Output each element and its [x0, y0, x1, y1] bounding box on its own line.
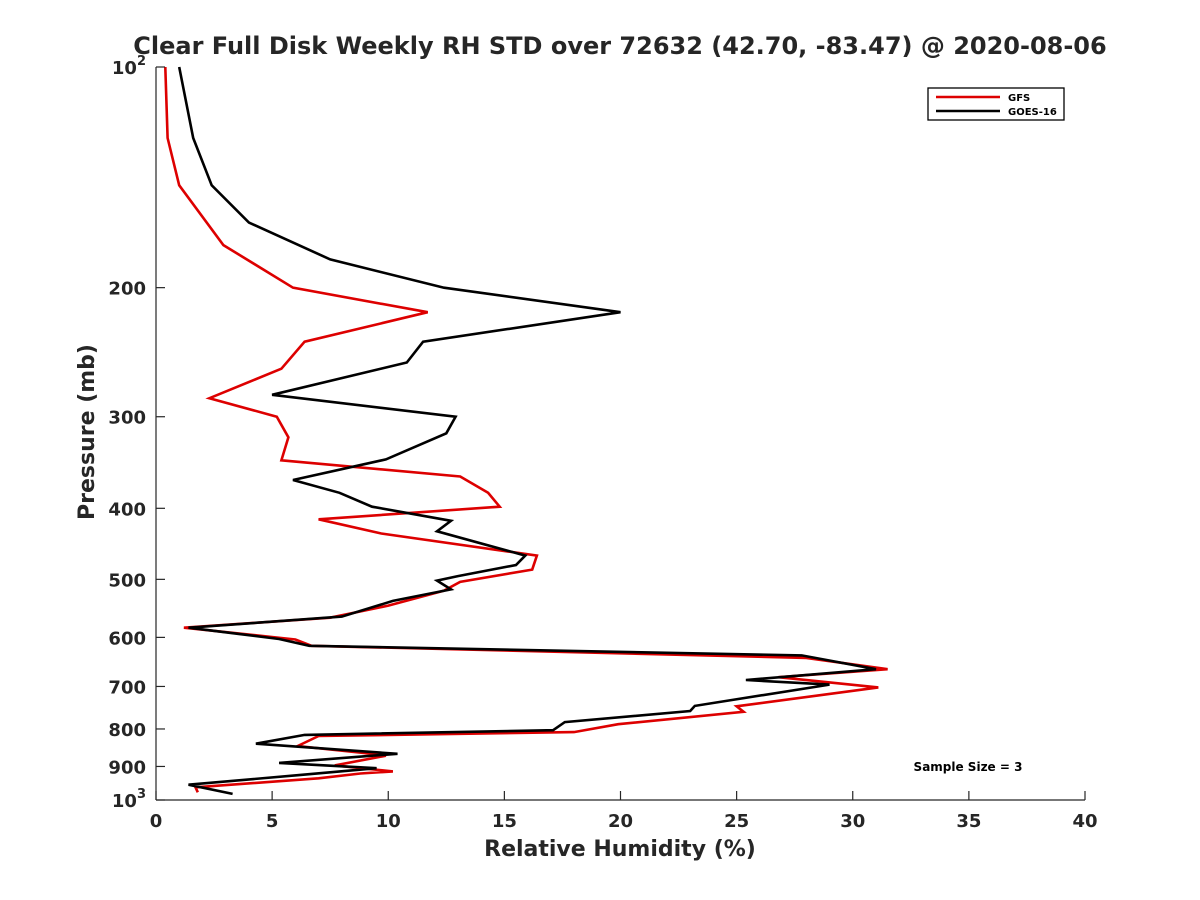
legend: GFS GOES-16	[927, 87, 1065, 121]
x-tick-label: 35	[956, 811, 981, 832]
x-tick-label: 0	[150, 811, 163, 832]
series-line-goes-16	[177, 66, 877, 796]
y-axis-label: Pressure (mb)	[75, 344, 100, 520]
legend-label: GFS	[1008, 93, 1030, 104]
y-tick-label: 700	[108, 677, 146, 698]
chart-title: Clear Full Disk Weekly RH STD over 72632…	[133, 32, 1106, 60]
x-tick-label: 30	[840, 811, 865, 832]
x-tick-label: 20	[608, 811, 633, 832]
legend-label: GOES-16	[1008, 107, 1057, 118]
plot-area: 0 5 10 15 20 25 30 35 40 102 200 300 400 500 600 700 800…	[108, 54, 1097, 832]
x-tick-label: 10	[376, 811, 401, 832]
series-line-gfs	[164, 66, 888, 793]
y-tick-label: 800	[108, 720, 146, 741]
y-tick-label: 103	[112, 787, 146, 812]
x-tick-label: 5	[266, 811, 279, 832]
x-tick-label: 40	[1072, 811, 1097, 832]
x-tick-label: 15	[492, 811, 517, 832]
y-tick-label: 300	[108, 408, 146, 429]
y-tick-label: 200	[108, 279, 146, 300]
y-tick-label: 500	[108, 570, 146, 591]
y-tick-label: 600	[108, 628, 146, 649]
y-tick-label: 400	[108, 499, 146, 520]
x-tick-label: 25	[724, 811, 749, 832]
y-tick-label: 900	[108, 757, 146, 778]
x-axis-label: Relative Humidity (%)	[484, 837, 756, 862]
y-tick-label: 102	[112, 54, 146, 79]
sample-size-annotation: Sample Size = 3	[914, 760, 1023, 774]
legend-box	[927, 87, 1065, 121]
